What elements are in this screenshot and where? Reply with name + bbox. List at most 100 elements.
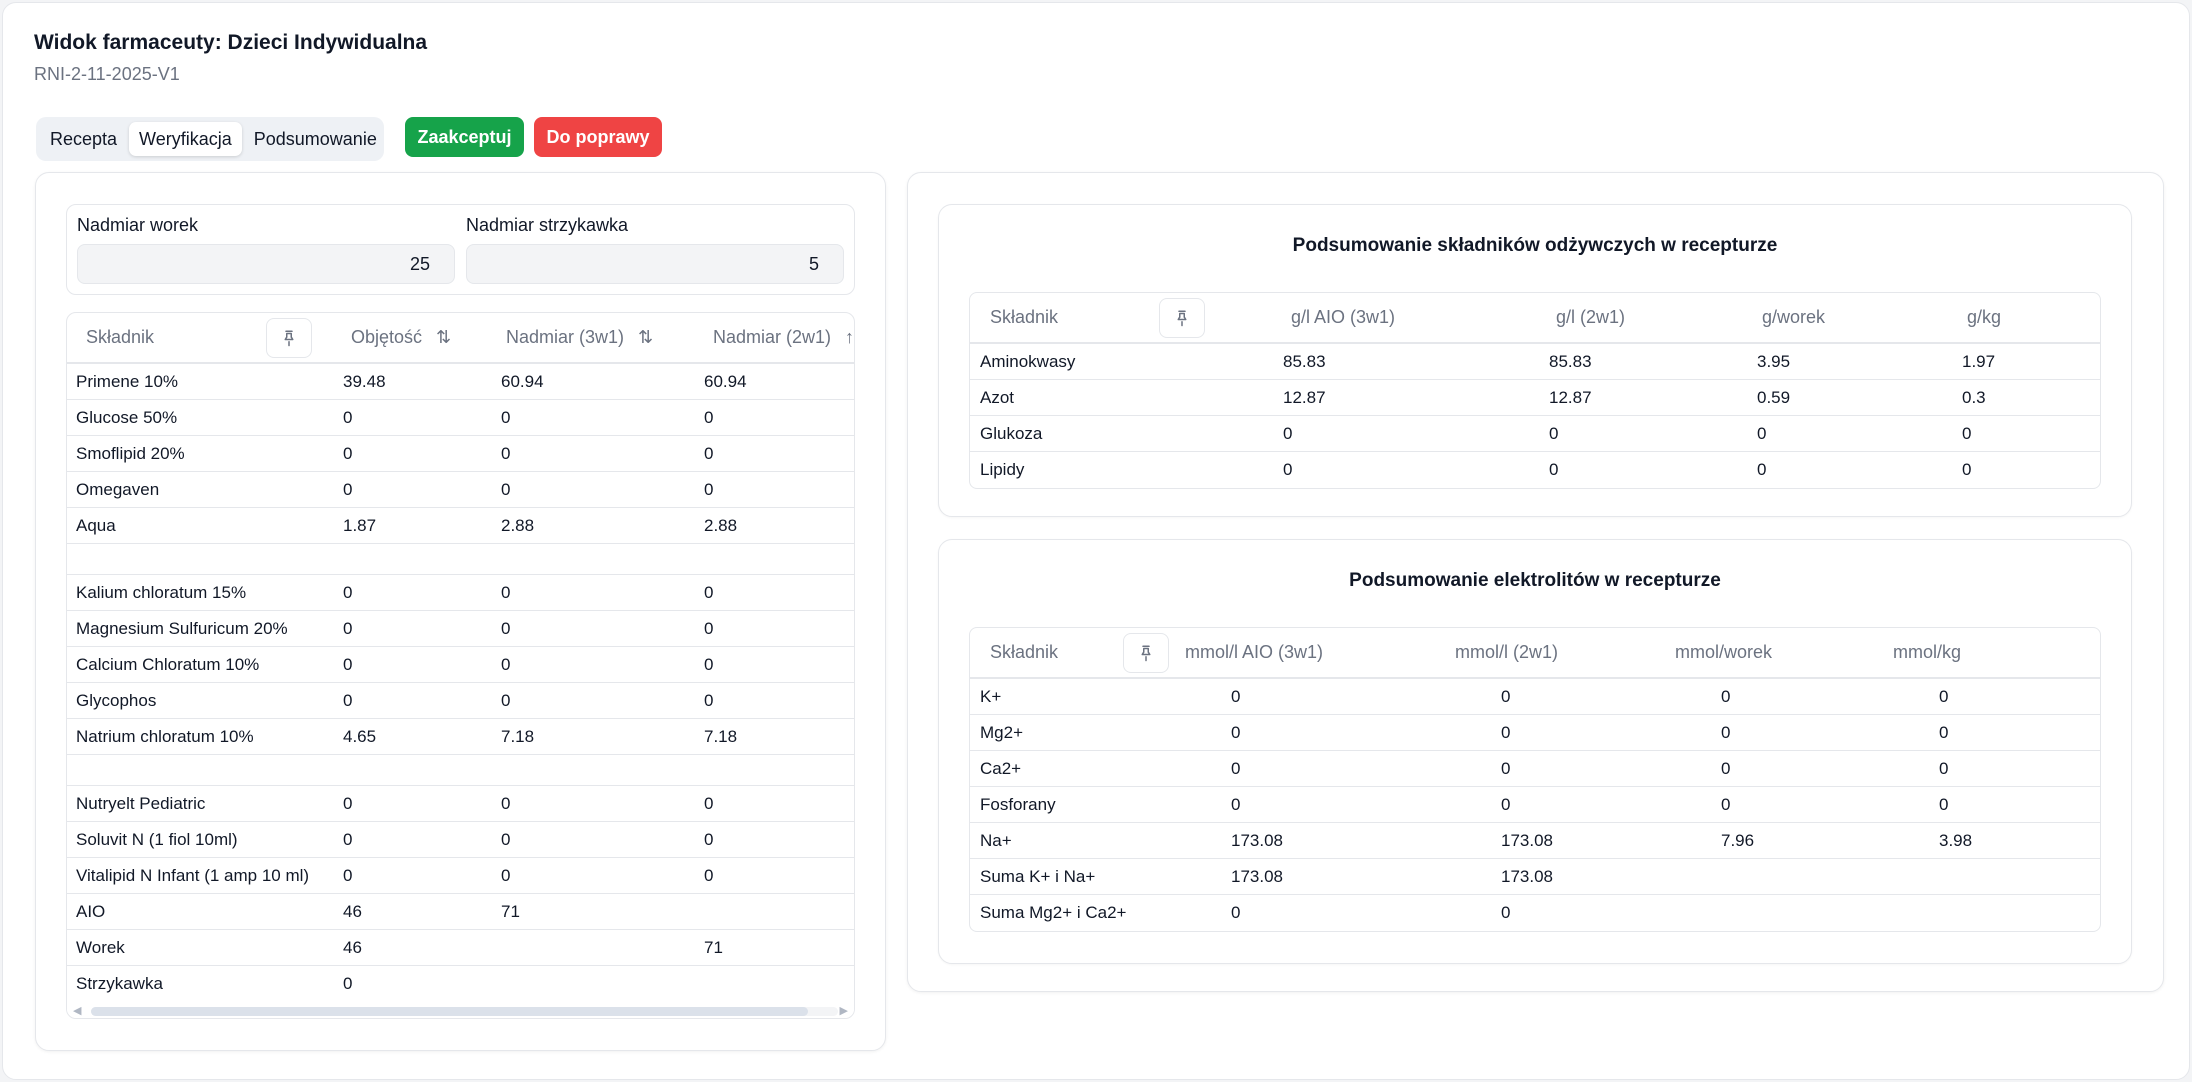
- group-separator-row: [67, 755, 854, 786]
- cell-value: 0: [1721, 722, 1731, 742]
- bag-surplus-input[interactable]: 25: [77, 244, 455, 284]
- cell-surplus-3w1: 7.18: [501, 726, 535, 746]
- cell-value: 3.95: [1757, 351, 1791, 371]
- col-surplus-2w1[interactable]: Nadmiar (2w1) ↑: [704, 327, 854, 348]
- pin-column-button[interactable]: [1159, 297, 1205, 338]
- ingredients-table-header: Składnik Objętość ⇅ Nadmiar (3w1) ⇅ Nadmia…: [67, 313, 854, 364]
- cell-surplus-3w1: 0: [501, 479, 511, 499]
- tab-podsumowanie[interactable]: Podsumowanie: [253, 128, 377, 149]
- bag-surplus-label: Nadmiar worek: [77, 215, 199, 235]
- col-mmol-bag: mmol/worek: [1675, 642, 1773, 662]
- cell-value: 0: [1231, 903, 1241, 922]
- cell-surplus-3w1: 0: [501, 793, 511, 813]
- cell-ingredient: Lipidy: [980, 460, 1025, 479]
- nutrients-table-body: Aminokwasy 85.83 85.83 3.95 1.97 Azot 12.87 12.…: [970, 344, 2100, 488]
- syringe-surplus-input[interactable]: 5: [466, 244, 844, 284]
- table-row: K+ 0 0 0 0: [970, 679, 2100, 715]
- syringe-surplus-label: Nadmiar strzykawka: [466, 215, 629, 235]
- tab-weryfikacja[interactable]: Weryfikacja: [129, 122, 242, 156]
- cell-value: 173.08: [1501, 866, 1553, 886]
- col-ingredient: Składnik: [67, 317, 343, 358]
- electrolytes-table-body: K+ 0 0 0 0 Mg2+ 0 0 0 0 Ca2+ 0 0 0 0 Fosforany 0 0 0 0 Na+ 17…: [970, 679, 2100, 931]
- cell-surplus-3w1: 0: [501, 582, 511, 602]
- cell-ingredient: Glucose 50%: [76, 407, 178, 427]
- col-surplus-3w1[interactable]: Nadmiar (3w1) ⇅: [501, 327, 704, 348]
- tab-bar: Recepta Weryfikacja Podsumowanie: [36, 117, 384, 161]
- col-volume[interactable]: Objętość ⇅: [343, 327, 501, 348]
- electrolytes-table: Składnik mmol/l AIO (3w1) mmol/l (2w1) m…: [969, 627, 2101, 932]
- table-row: Primene 10% 39.48 60.94 60.94: [67, 364, 854, 400]
- page-title: Widok farmaceuty: Dzieci Indywidualna: [34, 31, 428, 54]
- table-row: Lipidy 0 0 0 0: [970, 452, 2100, 488]
- sort-icon[interactable]: ⇅: [638, 327, 654, 347]
- cell-ingredient: Glycophos: [76, 690, 157, 710]
- syringe-surplus-field: Nadmiar strzykawka 5: [466, 215, 844, 284]
- sort-icon[interactable]: ⇅: [436, 327, 452, 347]
- nutrients-table-header: Składnik g/l AIO (3w1) g/l (2w1) g/worek…: [970, 293, 2100, 344]
- cell-value: 0: [1231, 758, 1241, 778]
- cell-volume: 0: [343, 479, 353, 499]
- ingredients-table: Składnik Objętość ⇅ Nadmiar (3w1) ⇅ Nadmia…: [66, 312, 855, 1019]
- table-row: Mg2+ 0 0 0 0: [970, 715, 2100, 751]
- cell-ingredient: Suma K+ i Na+: [980, 866, 1096, 886]
- cell-surplus-3w1: 0: [501, 654, 511, 674]
- table-row: Suma Mg2+ i Ca2+ 0 0: [970, 895, 2100, 931]
- cell-ingredient: Aqua: [76, 515, 116, 535]
- cell-ingredient: Soluvit N (1 fiol 10ml): [76, 829, 238, 849]
- cell-ingredient: Aminokwasy: [980, 351, 1076, 371]
- cell-surplus-3w1: 2.88: [501, 515, 535, 535]
- cell-value: 0: [1939, 794, 1949, 814]
- cell-ingredient: Magnesium Sulfuricum 20%: [76, 618, 288, 638]
- group-separator-row: [67, 544, 854, 575]
- cell-value: 0: [1757, 423, 1767, 443]
- cell-value: 0: [1939, 686, 1949, 706]
- cell-value: 7.96: [1721, 830, 1755, 850]
- cell-ingredient: Suma Mg2+ i Ca2+: [980, 903, 1127, 922]
- pin-column-button[interactable]: [1123, 632, 1169, 673]
- table-row: Strzykawka 0: [67, 966, 854, 1002]
- table-row: Suma K+ i Na+ 173.08 173.08: [970, 859, 2100, 895]
- cell-surplus-2w1: 0: [704, 407, 714, 427]
- nutrients-table: Składnik g/l AIO (3w1) g/l (2w1) g/worek…: [969, 292, 2101, 489]
- cell-surplus-2w1: 0: [704, 654, 714, 674]
- scroll-left-icon[interactable]: ◀: [73, 1005, 82, 1017]
- cell-value: 0: [1962, 460, 1972, 479]
- cell-ingredient: Natrium chloratum 10%: [76, 726, 254, 746]
- verification-card: Nadmiar worek 25 Nadmiar strzykawka 5 Sk…: [35, 172, 886, 1051]
- cell-ingredient: Mg2+: [980, 722, 1023, 742]
- cell-value: 0: [1231, 794, 1241, 814]
- cell-surplus-3w1: 0: [501, 443, 511, 463]
- cell-ingredient: Primene 10%: [76, 371, 179, 391]
- table-row: Glycophos 0 0 0: [67, 683, 854, 719]
- horizontal-scrollbar[interactable]: ◀ ▶: [67, 1004, 854, 1018]
- cell-value: 0: [1549, 423, 1559, 443]
- needs-correction-button[interactable]: Do poprawy: [534, 117, 662, 157]
- cell-volume: 0: [343, 829, 353, 849]
- pin-column-button[interactable]: [266, 317, 312, 358]
- table-row: Soluvit N (1 fiol 10ml) 0 0 0: [67, 822, 854, 858]
- scrollbar-thumb[interactable]: [91, 1007, 808, 1016]
- cell-surplus-3w1: 0: [501, 865, 511, 885]
- cell-value: 173.08: [1501, 830, 1553, 850]
- table-row: Fosforany 0 0 0 0: [970, 787, 2100, 823]
- cell-value: 0: [1501, 722, 1511, 742]
- cell-surplus-3w1: 71: [501, 901, 520, 921]
- cell-surplus-2w1: 0: [704, 793, 714, 813]
- cell-value: 0: [1721, 794, 1731, 814]
- ingredients-table-body: Primene 10% 39.48 60.94 60.94 Glucose 50% 0 0 0…: [67, 364, 854, 1002]
- cell-ingredient: Ca2+: [980, 758, 1022, 778]
- syringe-surplus-value: 5: [808, 253, 819, 274]
- sort-up-icon[interactable]: ↑: [845, 327, 855, 347]
- cell-value: 1.97: [1962, 351, 1996, 371]
- scroll-right-icon[interactable]: ▶: [839, 1005, 848, 1017]
- col-g-kg: g/kg: [1967, 307, 2002, 327]
- cell-value: 0: [1939, 758, 1949, 778]
- tab-recepta[interactable]: Recepta: [50, 128, 118, 149]
- col-gl-aio: g/l AIO (3w1): [1291, 307, 1396, 327]
- table-row: Glucose 50% 0 0 0: [67, 400, 854, 436]
- cell-ingredient: Strzykawka: [76, 974, 163, 993]
- table-row: Nutryelt Pediatric 0 0 0: [67, 786, 854, 822]
- cell-value: 85.83: [1549, 351, 1592, 371]
- cell-ingredient: Worek: [76, 937, 125, 957]
- accept-button[interactable]: Zaakceptuj: [405, 117, 524, 157]
